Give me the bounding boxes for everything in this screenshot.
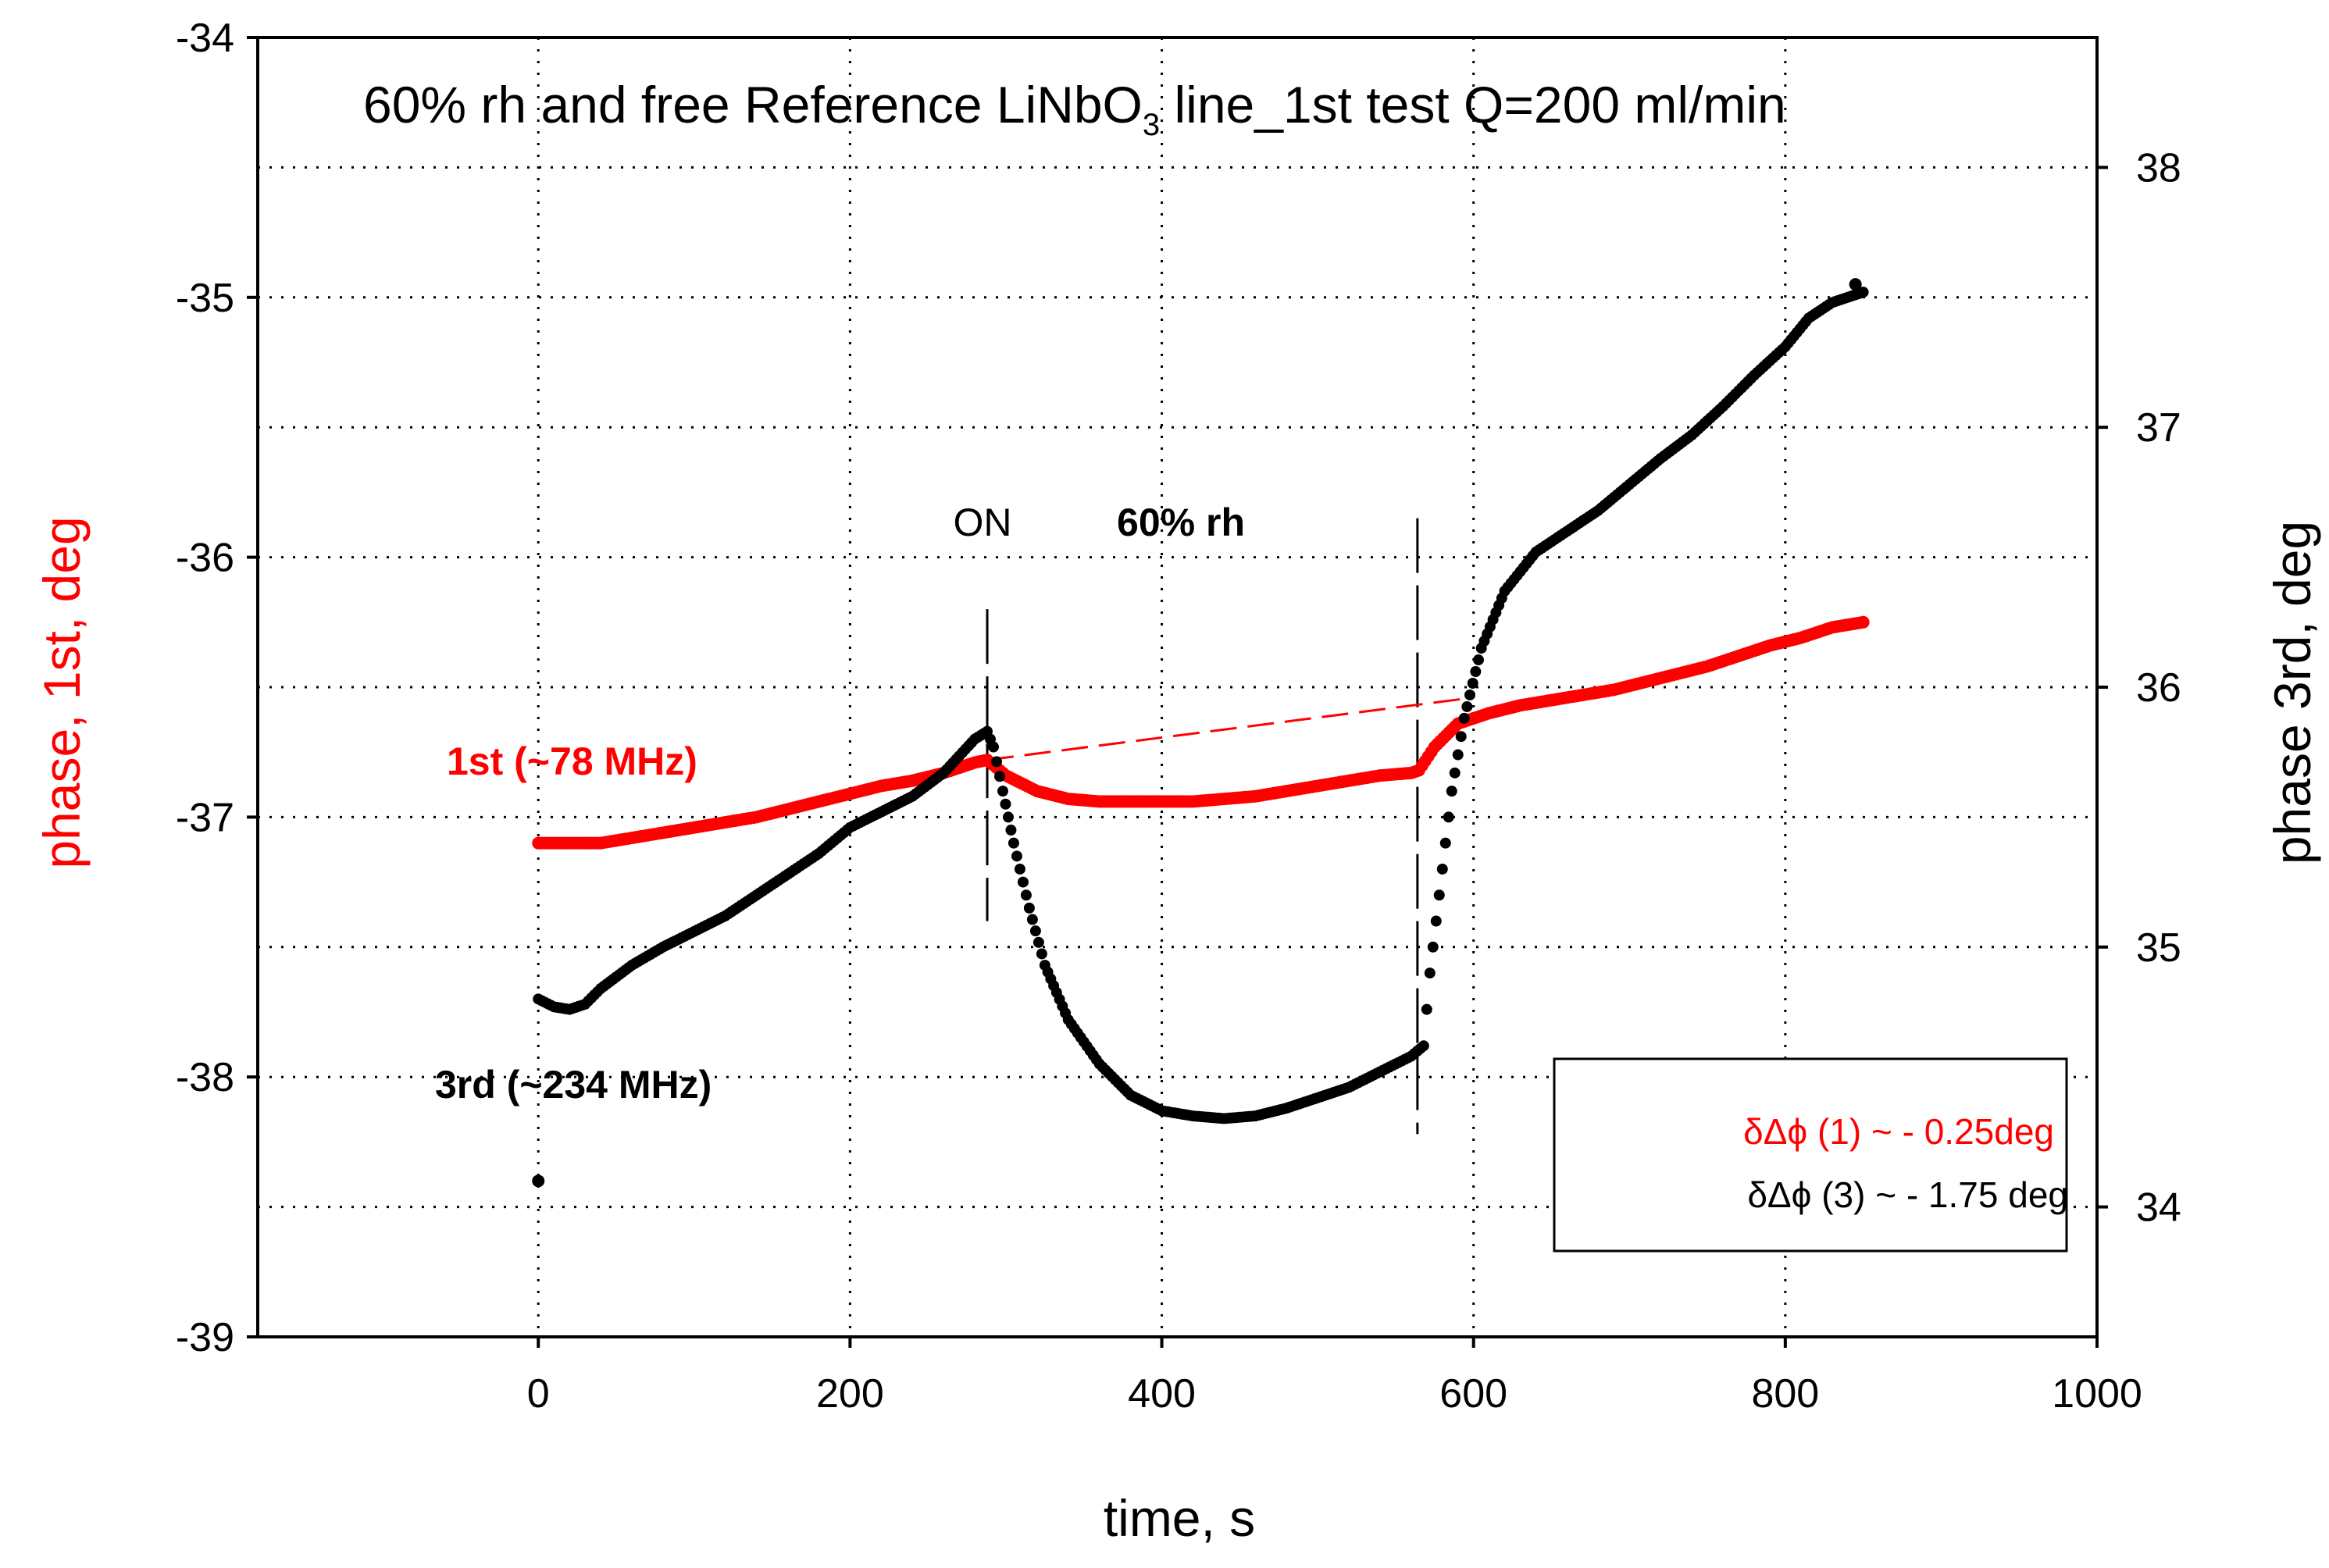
y-right-tick-label: 34 xyxy=(2136,1185,2181,1231)
y-left-axis-title: phase, 1st, deg xyxy=(33,516,91,868)
series-3rd-point xyxy=(1418,1040,1429,1052)
series-3rd-outlier xyxy=(1849,278,1862,291)
series-3rd-point xyxy=(990,756,1002,768)
label-1st-series: 1st (~78 MHz) xyxy=(447,739,697,783)
series-3rd-point xyxy=(1000,798,1011,810)
y-left-tick-label: -37 xyxy=(176,795,234,840)
series-3rd-point xyxy=(1446,786,1457,797)
x-tick-label: 400 xyxy=(1128,1371,1196,1417)
series-3rd-point xyxy=(1033,936,1044,948)
series-3rd-point xyxy=(1002,811,1014,823)
series-1st-point xyxy=(1856,615,1870,629)
series-3rd-point xyxy=(1020,889,1032,901)
y-right-tick-label: 35 xyxy=(2136,925,2181,971)
series-3rd-point xyxy=(1464,689,1476,700)
series-3rd-point xyxy=(1470,666,1482,678)
series-3rd-point xyxy=(1433,889,1445,901)
series-3rd-point xyxy=(1430,915,1442,927)
series-3rd xyxy=(532,278,1869,1188)
legend-line-2: δΔϕ (3) ~ - 1.75 deg xyxy=(1747,1174,2068,1215)
y-left-tick-label: -38 xyxy=(176,1055,234,1100)
series-3rd-outlier xyxy=(532,1174,545,1188)
chart-title: 60% rh and free Reference LiNbO3 line_1s… xyxy=(363,76,1786,142)
trend-line xyxy=(986,696,1474,761)
series-3rd-point xyxy=(1857,287,1869,298)
series-3rd-point xyxy=(1467,678,1478,690)
series-3rd-point xyxy=(1421,1003,1432,1015)
series-3rd-point xyxy=(1008,837,1019,849)
y-left-tick-label: -39 xyxy=(176,1315,234,1360)
event-markers xyxy=(986,518,1474,1135)
y-right-axis-title: phase 3rd, deg xyxy=(2263,521,2321,864)
series-3rd-point xyxy=(1443,811,1454,823)
series-3rd-point xyxy=(1026,914,1038,925)
series-3rd-point xyxy=(1011,850,1022,862)
y-left-tick-label: -36 xyxy=(176,536,234,581)
series-3rd-point xyxy=(1427,941,1439,953)
series-3rd-point xyxy=(1424,968,1436,979)
label-3rd-series: 3rd (~234 MHz) xyxy=(435,1063,712,1107)
x-axis-title: time, s xyxy=(1104,1489,1255,1547)
x-tick-label: 800 xyxy=(1751,1371,1819,1417)
series-3rd-point xyxy=(1449,767,1461,779)
annotation-60rh: 60% rh xyxy=(1117,501,1245,544)
y-left-axis: -39 -38 -37 -36 -35 -34 xyxy=(176,16,258,1360)
series-3rd-point xyxy=(1455,731,1467,743)
grid xyxy=(258,37,2097,1337)
y-right-tick-label: 37 xyxy=(2136,405,2181,451)
series-3rd-point xyxy=(993,771,1005,782)
series-3rd-point xyxy=(1439,837,1451,849)
y-left-tick-label: -35 xyxy=(176,276,234,321)
x-tick-label: 200 xyxy=(816,1371,884,1417)
legend-box: δΔϕ (1) ~ - 0.25deg δΔϕ (3) ~ - 1.75 deg xyxy=(1553,1057,2068,1253)
series-3rd-point xyxy=(1461,700,1473,712)
series-3rd-point xyxy=(1023,902,1035,914)
series-3rd-point xyxy=(1005,825,1017,836)
x-tick-label: 1000 xyxy=(2052,1371,2142,1417)
series-3rd-point xyxy=(1029,925,1041,937)
y-left-tick-label: -34 xyxy=(176,16,234,61)
x-tick-label: 0 xyxy=(527,1371,550,1417)
x-tick-label: 600 xyxy=(1439,1371,1507,1417)
series-3rd-point xyxy=(1036,948,1047,960)
series-3rd-point xyxy=(1017,876,1029,888)
annotation-on: ON xyxy=(954,501,1012,544)
x-axis: 0 200 400 600 800 1000 xyxy=(527,1337,2142,1417)
series-3rd-point xyxy=(997,786,1008,797)
legend-line-1: δΔϕ (1) ~ - 0.25deg xyxy=(1743,1111,2054,1152)
series-3rd-point xyxy=(988,741,999,753)
series-3rd-point xyxy=(1452,749,1464,761)
series-3rd-point xyxy=(1473,654,1485,666)
series-1st xyxy=(532,615,1870,850)
series-3rd-point xyxy=(1458,712,1470,724)
y-right-tick-label: 36 xyxy=(2136,665,2181,711)
y-right-axis: 34 35 36 37 38 xyxy=(2097,145,2181,1231)
series-3rd-point xyxy=(1436,863,1448,875)
series-3rd-point xyxy=(1014,863,1025,875)
y-right-tick-label: 38 xyxy=(2136,145,2181,191)
